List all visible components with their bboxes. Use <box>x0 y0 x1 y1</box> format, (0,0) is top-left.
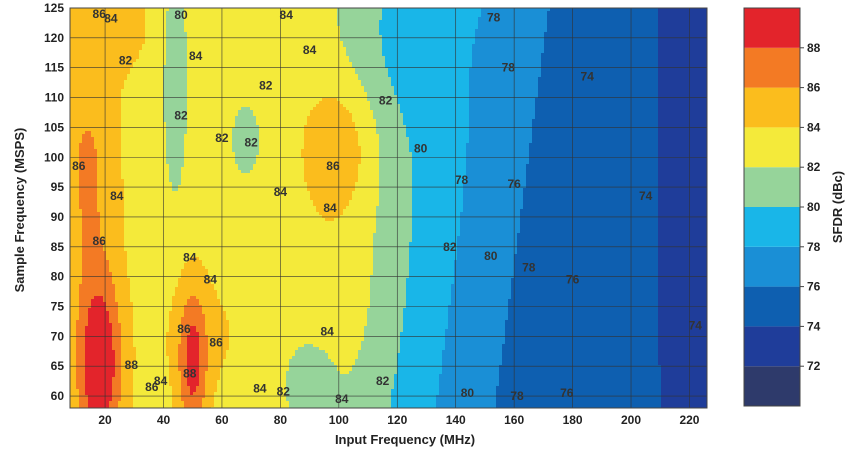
plot-area <box>70 8 710 411</box>
